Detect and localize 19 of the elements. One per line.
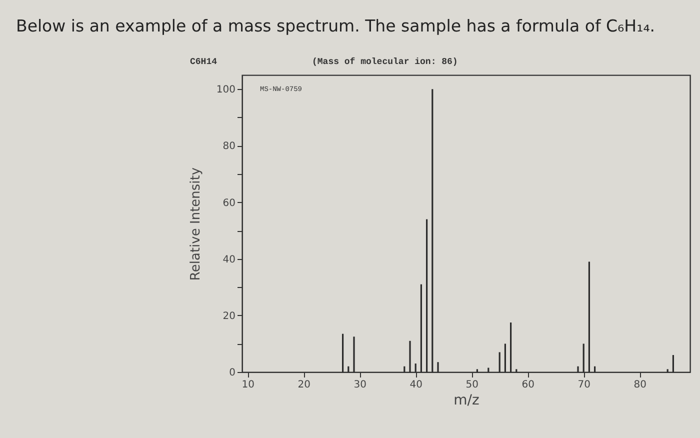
x-tick-label: 10 [242, 380, 254, 390]
chart-title: Below is an example of a mass spectrum. The sample has a formula of C₆H₁₄. [16, 16, 656, 36]
x-tick-label: 70 [578, 380, 590, 390]
y-tick-label: 100 [216, 84, 236, 96]
x-axis-title: m/z [454, 392, 480, 408]
x-tick-label: 40 [410, 380, 422, 390]
y-tick-label: 80 [222, 141, 236, 152]
y-tick-label: 60 [222, 198, 236, 209]
y-tick-label: 20 [222, 310, 236, 322]
y-axis-title: Relative Intensity [188, 167, 204, 281]
chart-subtitle: C6H14 [190, 57, 218, 67]
x-tick-label: 50 [466, 380, 478, 390]
y-tick-label: 0 [229, 368, 236, 378]
x-tick-label: 30 [354, 380, 366, 390]
x-tick-label: 60 [522, 380, 534, 390]
text: (Mass of molecular ion: 86) [312, 57, 458, 67]
y-tick-label: 40 [222, 254, 236, 266]
x-tick-label: 80 [634, 380, 646, 390]
x-tick-label: 20 [298, 380, 310, 390]
